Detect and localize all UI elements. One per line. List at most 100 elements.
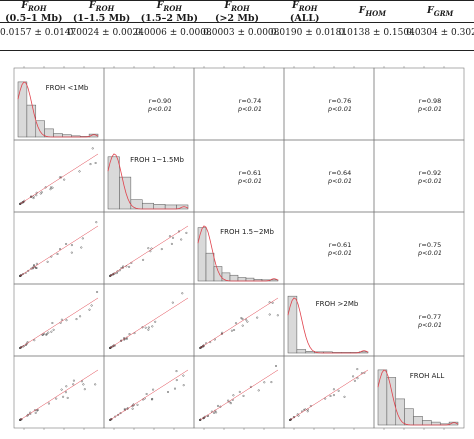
correlation-r: r=0.98 bbox=[419, 97, 442, 105]
correlation-matrix-svg: FROH <1Mb FROH 1~1.5Mb FROH 1.5~2Mb FROH >2… bbox=[13, 66, 465, 430]
panel-frame bbox=[193, 283, 285, 357]
scatter-point bbox=[56, 252, 59, 255]
scatter-point bbox=[175, 379, 178, 382]
correlation-r: r=0.64 bbox=[329, 169, 352, 177]
trend-line bbox=[19, 369, 99, 421]
scatter-point bbox=[241, 317, 244, 320]
scatter-point bbox=[89, 163, 92, 166]
correlation-r: r=0.74 bbox=[239, 97, 262, 105]
table-value-3: 0.0003 ± 0.0008 bbox=[203, 28, 280, 38]
table-top-rule bbox=[0, 0, 474, 1]
histogram-bar bbox=[119, 176, 132, 210]
trend-line bbox=[289, 369, 369, 421]
scatter-point bbox=[70, 251, 73, 254]
scatter-point bbox=[332, 394, 335, 397]
scatter-point bbox=[27, 269, 30, 272]
scatter-point bbox=[59, 247, 62, 250]
scatter-point bbox=[227, 399, 230, 402]
scatter-point bbox=[356, 377, 359, 380]
scatter-point bbox=[337, 389, 340, 392]
header-range: (ALL) bbox=[289, 12, 320, 24]
scatter-point bbox=[136, 403, 139, 406]
header-range: (>2 Mb) bbox=[214, 12, 259, 24]
table-value-2: 0.0006 ± 0.0008 bbox=[135, 28, 212, 38]
scatter-point bbox=[246, 320, 249, 323]
header-symbol: F bbox=[426, 5, 434, 16]
correlation-p: p<0.01 bbox=[327, 177, 352, 185]
scatter-point bbox=[116, 270, 119, 273]
scatter-point bbox=[115, 272, 118, 275]
scatter-point bbox=[47, 402, 50, 405]
histogram-bar bbox=[197, 227, 207, 282]
diagonal-label: FROH 1~1.5Mb bbox=[130, 156, 184, 164]
table-header-1: FROH (1–1.5 Mb) bbox=[68, 1, 136, 24]
scatter-point bbox=[202, 344, 205, 347]
scatter-point bbox=[91, 147, 94, 150]
scatter-point bbox=[152, 388, 155, 391]
correlation-r: r=0.75 bbox=[419, 241, 442, 249]
scatter-point bbox=[18, 202, 21, 205]
scatter-point bbox=[22, 272, 25, 275]
scatter-point bbox=[232, 394, 235, 397]
scatter-point bbox=[147, 326, 150, 329]
correlation-p: p<0.01 bbox=[237, 177, 262, 185]
scatter-point bbox=[33, 264, 36, 267]
header-subscript: ROH bbox=[231, 3, 250, 13]
scatter-point bbox=[245, 318, 248, 321]
scatter-point bbox=[306, 410, 309, 413]
scatter-point bbox=[66, 396, 69, 399]
scatter-point bbox=[324, 397, 327, 400]
header-subscript: ROH bbox=[163, 3, 182, 13]
trend-line bbox=[199, 297, 279, 349]
header-range: (0.5–1 Mb) bbox=[5, 12, 63, 24]
scatter-point bbox=[94, 383, 97, 386]
scatter-point bbox=[94, 161, 97, 164]
scatter-point bbox=[181, 292, 184, 295]
scatter-point bbox=[171, 236, 174, 239]
scatter-point bbox=[51, 322, 54, 325]
scatter-point bbox=[128, 265, 131, 268]
table-value-0: 0.0157 ± 0.0147 bbox=[0, 28, 77, 38]
scatter-point bbox=[200, 346, 203, 349]
panel-frame bbox=[283, 355, 375, 429]
table-header-5: FHOM bbox=[339, 6, 407, 19]
panel-frame bbox=[103, 283, 195, 357]
scatter-point bbox=[55, 397, 58, 400]
table-header-3: FROH (>2 Mb) bbox=[203, 1, 271, 24]
histogram-bar bbox=[164, 204, 177, 210]
histogram-bar bbox=[386, 377, 397, 426]
scatter-point bbox=[200, 346, 203, 349]
scatter-point bbox=[166, 391, 169, 394]
scatter-point bbox=[50, 330, 53, 333]
correlation-p: p<0.01 bbox=[327, 249, 352, 257]
histogram-bar bbox=[448, 421, 459, 426]
scatter-point bbox=[145, 393, 148, 396]
trend-line bbox=[109, 225, 189, 277]
scatter-point bbox=[32, 195, 35, 198]
scatter-point bbox=[149, 250, 152, 253]
scatter-point bbox=[19, 274, 22, 277]
scatter-point bbox=[88, 308, 91, 311]
panel-frame bbox=[103, 355, 195, 429]
scatter-point bbox=[46, 260, 49, 263]
histogram-bar bbox=[205, 252, 215, 282]
trend-line bbox=[19, 297, 99, 349]
scatter-point bbox=[72, 379, 75, 382]
scatter-point bbox=[131, 407, 134, 410]
header-symbol: F bbox=[88, 0, 96, 11]
scatter-point bbox=[63, 178, 66, 181]
scatter-point bbox=[60, 318, 63, 321]
summary-table: F ROH (0.5–1 Mb) 0.0157 ± 0.0147 FROH (1–1.5 … bbox=[0, 0, 474, 52]
scatter-point bbox=[175, 370, 178, 373]
scatter-point bbox=[40, 191, 43, 194]
panel-frame bbox=[373, 355, 465, 429]
scatter-point bbox=[30, 267, 33, 270]
histogram-bar bbox=[237, 277, 247, 282]
scatter-point bbox=[303, 408, 306, 411]
table-value-4: 0.0190 ± 0.0181 bbox=[270, 28, 348, 38]
header-symbol: F bbox=[292, 0, 299, 11]
scatter-point bbox=[120, 339, 123, 342]
histogram-bar bbox=[413, 416, 423, 426]
scatter-point bbox=[110, 273, 113, 276]
table-mid-rule bbox=[0, 22, 474, 23]
